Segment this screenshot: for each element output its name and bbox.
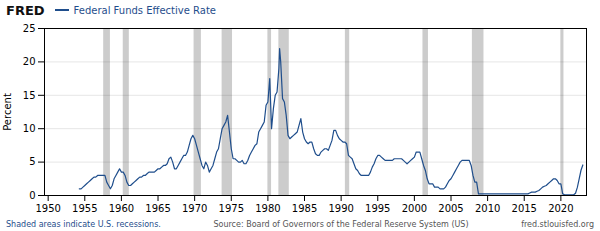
svg-text:1960: 1960 (109, 203, 134, 214)
svg-text:2015: 2015 (512, 203, 537, 214)
svg-text:0: 0 (29, 190, 35, 201)
svg-text:1985: 1985 (292, 203, 317, 214)
svg-text:2010: 2010 (475, 203, 500, 214)
html-text:Shaded areas indicate U.S. rec: Shaded areas indicate U.S. recessions. (6, 219, 161, 229)
svg-text:20: 20 (23, 56, 36, 67)
svg-text:2020: 2020 (548, 203, 573, 214)
svg-text:10: 10 (23, 123, 36, 134)
svg-text:1970: 1970 (182, 203, 207, 214)
svg-text:2000: 2000 (402, 203, 427, 214)
svg-text:Percent: Percent (2, 93, 13, 131)
svg-text:1950: 1950 (35, 203, 60, 214)
svg-text:1980: 1980 (255, 203, 280, 214)
svg-text:1965: 1965 (145, 203, 170, 214)
svg-text:1990: 1990 (328, 203, 353, 214)
svg-text:5: 5 (29, 156, 35, 167)
html-text:FRED: FRED (6, 2, 45, 18)
svg-text:25: 25 (23, 23, 36, 34)
svg-text:1995: 1995 (365, 203, 390, 214)
html-text:fred.stlouisfed.org: fred.stlouisfed.org (521, 219, 594, 229)
html-text:Federal Funds Effective Rate: Federal Funds Effective Rate (73, 4, 216, 16)
svg-text:1975: 1975 (219, 203, 244, 214)
html-text:Source: Board of Governors of: Source: Board of Governors of the Federa… (213, 219, 469, 229)
svg-text:15: 15 (23, 90, 36, 101)
svg-text:2005: 2005 (438, 203, 463, 214)
svg-text:1955: 1955 (72, 203, 97, 214)
